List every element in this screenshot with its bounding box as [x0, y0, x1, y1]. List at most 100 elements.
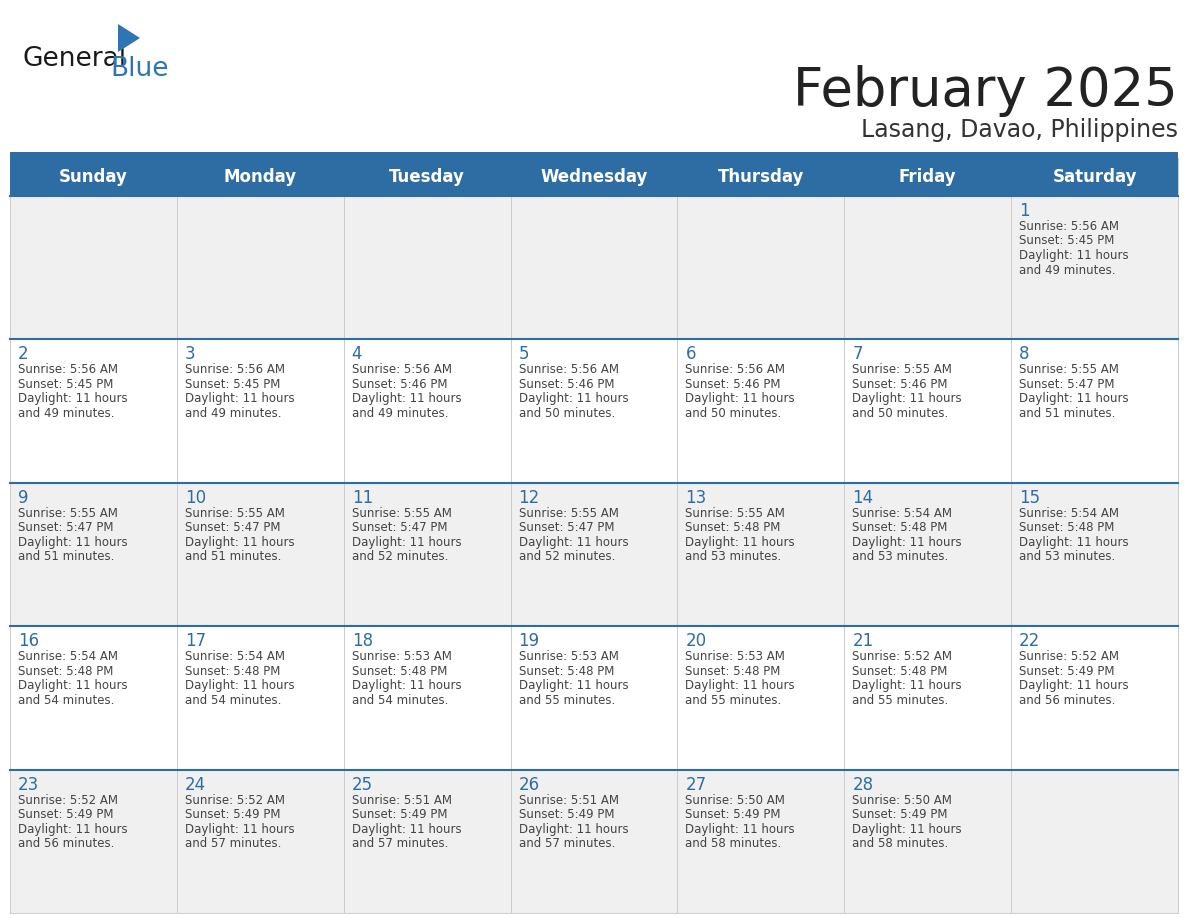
Text: and 56 minutes.: and 56 minutes. — [1019, 694, 1116, 707]
Text: and 49 minutes.: and 49 minutes. — [352, 407, 448, 420]
Text: and 53 minutes.: and 53 minutes. — [685, 550, 782, 564]
Text: Tuesday: Tuesday — [390, 168, 465, 186]
Text: Sunset: 5:45 PM: Sunset: 5:45 PM — [1019, 234, 1114, 248]
Text: Sunset: 5:48 PM: Sunset: 5:48 PM — [685, 521, 781, 534]
Text: Sunrise: 5:55 AM: Sunrise: 5:55 AM — [352, 507, 451, 520]
Text: and 50 minutes.: and 50 minutes. — [685, 407, 782, 420]
Text: Daylight: 11 hours: Daylight: 11 hours — [18, 823, 127, 835]
Text: Sunrise: 5:55 AM: Sunrise: 5:55 AM — [1019, 364, 1119, 376]
Text: Sunrise: 5:54 AM: Sunrise: 5:54 AM — [185, 650, 285, 663]
Text: Daylight: 11 hours: Daylight: 11 hours — [1019, 249, 1129, 262]
Text: 7: 7 — [852, 345, 862, 364]
Text: 5: 5 — [519, 345, 529, 364]
Text: Sunrise: 5:52 AM: Sunrise: 5:52 AM — [1019, 650, 1119, 663]
Text: Friday: Friday — [899, 168, 956, 186]
Text: 13: 13 — [685, 488, 707, 507]
Text: Monday: Monday — [223, 168, 297, 186]
Bar — [10, 152, 1178, 158]
Text: and 54 minutes.: and 54 minutes. — [352, 694, 448, 707]
Text: and 49 minutes.: and 49 minutes. — [185, 407, 282, 420]
Bar — [10, 196, 1178, 340]
Text: Sunrise: 5:55 AM: Sunrise: 5:55 AM — [519, 507, 619, 520]
Text: 28: 28 — [852, 776, 873, 793]
Text: 10: 10 — [185, 488, 206, 507]
Text: 26: 26 — [519, 776, 539, 793]
Bar — [10, 626, 1178, 769]
Text: Sunset: 5:47 PM: Sunset: 5:47 PM — [18, 521, 114, 534]
Text: Daylight: 11 hours: Daylight: 11 hours — [852, 679, 962, 692]
Text: 22: 22 — [1019, 633, 1041, 650]
Text: Daylight: 11 hours: Daylight: 11 hours — [18, 679, 127, 692]
Text: and 54 minutes.: and 54 minutes. — [18, 694, 114, 707]
Text: Sunrise: 5:56 AM: Sunrise: 5:56 AM — [352, 364, 451, 376]
Bar — [10, 483, 1178, 626]
Text: and 51 minutes.: and 51 minutes. — [18, 550, 114, 564]
Text: Sunrise: 5:56 AM: Sunrise: 5:56 AM — [519, 364, 619, 376]
Text: and 57 minutes.: and 57 minutes. — [519, 837, 615, 850]
Bar — [10, 340, 1178, 483]
Text: Daylight: 11 hours: Daylight: 11 hours — [1019, 392, 1129, 406]
Text: and 55 minutes.: and 55 minutes. — [852, 694, 948, 707]
Text: and 58 minutes.: and 58 minutes. — [852, 837, 948, 850]
Text: Daylight: 11 hours: Daylight: 11 hours — [1019, 679, 1129, 692]
Text: 20: 20 — [685, 633, 707, 650]
Text: General: General — [23, 46, 126, 72]
Text: Daylight: 11 hours: Daylight: 11 hours — [685, 536, 795, 549]
Text: Daylight: 11 hours: Daylight: 11 hours — [685, 679, 795, 692]
Text: 3: 3 — [185, 345, 196, 364]
Text: Wednesday: Wednesday — [541, 168, 647, 186]
Text: Sunrise: 5:52 AM: Sunrise: 5:52 AM — [185, 793, 285, 807]
Text: Thursday: Thursday — [718, 168, 804, 186]
Text: 18: 18 — [352, 633, 373, 650]
Text: and 51 minutes.: and 51 minutes. — [185, 550, 282, 564]
Text: Sunrise: 5:55 AM: Sunrise: 5:55 AM — [18, 507, 118, 520]
Text: Sunrise: 5:54 AM: Sunrise: 5:54 AM — [18, 650, 118, 663]
Text: and 54 minutes.: and 54 minutes. — [185, 694, 282, 707]
Text: Daylight: 11 hours: Daylight: 11 hours — [519, 679, 628, 692]
Text: Sunset: 5:47 PM: Sunset: 5:47 PM — [519, 521, 614, 534]
Text: 17: 17 — [185, 633, 206, 650]
Text: Sunrise: 5:56 AM: Sunrise: 5:56 AM — [1019, 220, 1119, 233]
Text: 27: 27 — [685, 776, 707, 793]
Text: Daylight: 11 hours: Daylight: 11 hours — [852, 823, 962, 835]
Text: Sunset: 5:49 PM: Sunset: 5:49 PM — [185, 808, 280, 821]
Text: and 50 minutes.: and 50 minutes. — [852, 407, 948, 420]
Text: 21: 21 — [852, 633, 873, 650]
Text: 15: 15 — [1019, 488, 1041, 507]
Text: and 57 minutes.: and 57 minutes. — [352, 837, 448, 850]
Text: Sunset: 5:48 PM: Sunset: 5:48 PM — [1019, 521, 1114, 534]
Text: Sunrise: 5:55 AM: Sunrise: 5:55 AM — [852, 364, 952, 376]
Text: Daylight: 11 hours: Daylight: 11 hours — [18, 536, 127, 549]
Text: Daylight: 11 hours: Daylight: 11 hours — [18, 392, 127, 406]
Text: Daylight: 11 hours: Daylight: 11 hours — [519, 392, 628, 406]
Text: Sunrise: 5:56 AM: Sunrise: 5:56 AM — [185, 364, 285, 376]
Text: Sunrise: 5:51 AM: Sunrise: 5:51 AM — [519, 793, 619, 807]
Text: Sunset: 5:48 PM: Sunset: 5:48 PM — [352, 665, 447, 677]
Text: Sunset: 5:48 PM: Sunset: 5:48 PM — [685, 665, 781, 677]
Text: 8: 8 — [1019, 345, 1030, 364]
Text: Sunset: 5:48 PM: Sunset: 5:48 PM — [185, 665, 280, 677]
Text: and 51 minutes.: and 51 minutes. — [1019, 407, 1116, 420]
Text: Sunrise: 5:52 AM: Sunrise: 5:52 AM — [18, 793, 118, 807]
Text: Sunset: 5:48 PM: Sunset: 5:48 PM — [519, 665, 614, 677]
Text: and 55 minutes.: and 55 minutes. — [685, 694, 782, 707]
Text: Sunset: 5:49 PM: Sunset: 5:49 PM — [1019, 665, 1114, 677]
Text: Daylight: 11 hours: Daylight: 11 hours — [685, 823, 795, 835]
Text: 25: 25 — [352, 776, 373, 793]
Text: Sunrise: 5:55 AM: Sunrise: 5:55 AM — [185, 507, 285, 520]
Text: Sunset: 5:49 PM: Sunset: 5:49 PM — [18, 808, 114, 821]
Text: and 55 minutes.: and 55 minutes. — [519, 694, 615, 707]
Text: Lasang, Davao, Philippines: Lasang, Davao, Philippines — [861, 118, 1178, 142]
Text: Sunrise: 5:50 AM: Sunrise: 5:50 AM — [852, 793, 952, 807]
Text: Daylight: 11 hours: Daylight: 11 hours — [352, 679, 461, 692]
Text: Sunset: 5:45 PM: Sunset: 5:45 PM — [18, 378, 113, 391]
Text: 11: 11 — [352, 488, 373, 507]
Text: 6: 6 — [685, 345, 696, 364]
Text: and 57 minutes.: and 57 minutes. — [185, 837, 282, 850]
Text: 16: 16 — [18, 633, 39, 650]
Polygon shape — [118, 24, 140, 52]
Text: Sunset: 5:49 PM: Sunset: 5:49 PM — [352, 808, 447, 821]
Text: and 58 minutes.: and 58 minutes. — [685, 837, 782, 850]
Text: February 2025: February 2025 — [794, 65, 1178, 117]
Text: Sunset: 5:47 PM: Sunset: 5:47 PM — [352, 521, 447, 534]
